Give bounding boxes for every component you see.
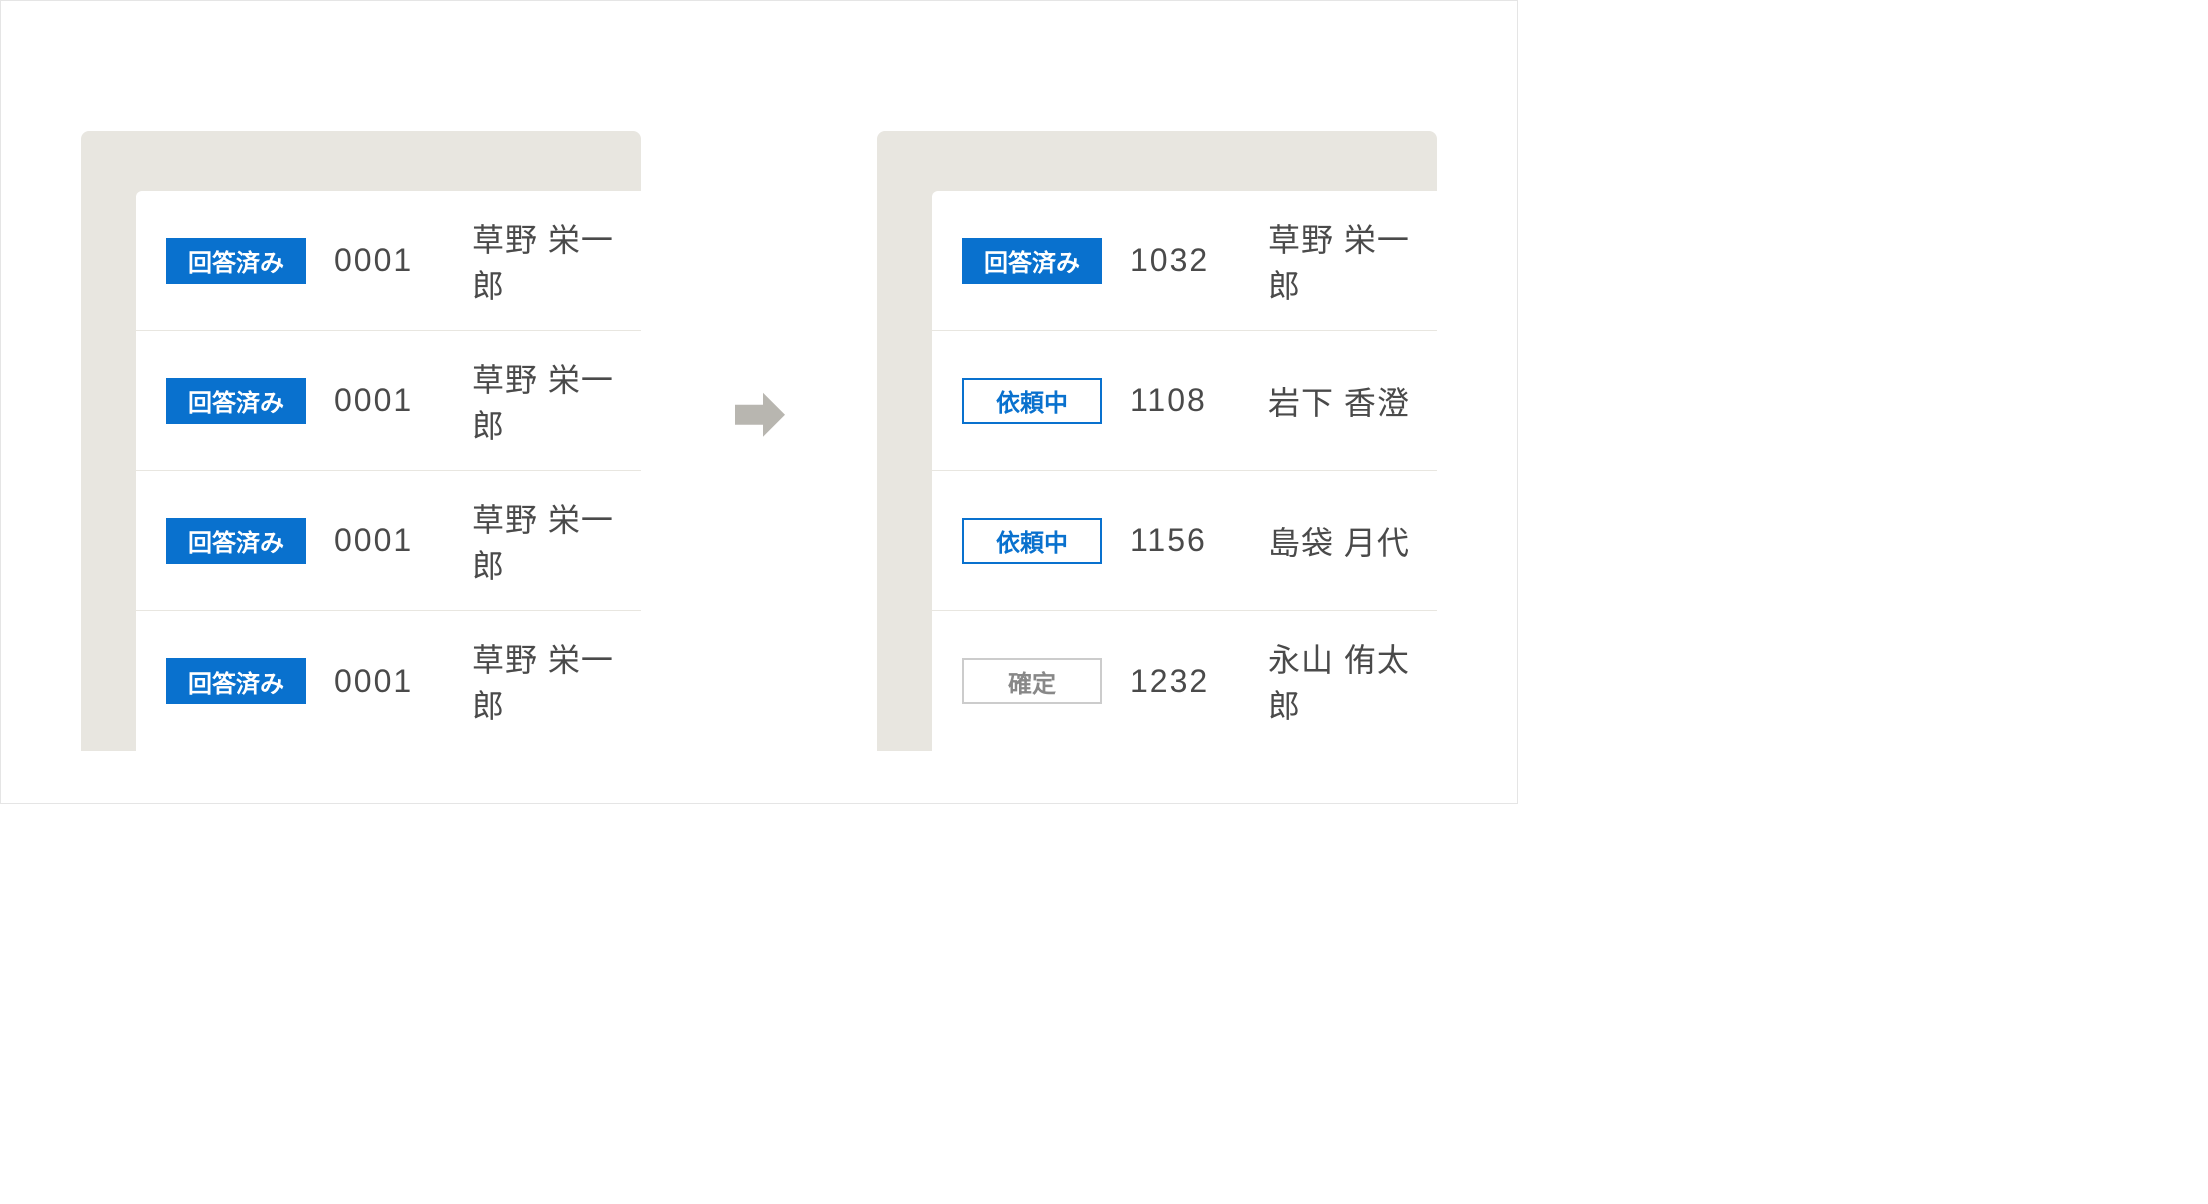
comparison-frame: 回答済み 0001 草野 栄一郎 回答済み 0001 草野 栄一郎 回答済み 0… bbox=[0, 0, 1518, 804]
list-item[interactable]: 回答済み 0001 草野 栄一郎 bbox=[136, 471, 641, 611]
row-id: 0001 bbox=[334, 663, 444, 700]
arrow-icon bbox=[727, 383, 791, 447]
status-badge: 依頼中 bbox=[962, 518, 1102, 564]
list-item[interactable]: 回答済み 0001 草野 栄一郎 bbox=[136, 191, 641, 331]
status-badge: 回答済み bbox=[166, 378, 306, 424]
status-badge: 確定 bbox=[962, 658, 1102, 704]
status-badge: 回答済み bbox=[166, 238, 306, 284]
list-item[interactable]: 確定 1232 永山 侑太郎 bbox=[932, 611, 1437, 751]
row-id: 0001 bbox=[334, 382, 444, 419]
row-name: 島袋 月代 bbox=[1268, 518, 1410, 564]
status-badge: 回答済み bbox=[166, 518, 306, 564]
row-name: 永山 侑太郎 bbox=[1268, 635, 1437, 727]
row-id: 1156 bbox=[1130, 522, 1240, 559]
row-id: 1108 bbox=[1130, 382, 1240, 419]
list-item[interactable]: 回答済み 0001 草野 栄一郎 bbox=[136, 331, 641, 471]
row-id: 1232 bbox=[1130, 663, 1240, 700]
list-item[interactable]: 回答済み 1032 草野 栄一郎 bbox=[932, 191, 1437, 331]
row-id: 0001 bbox=[334, 242, 444, 279]
list-item[interactable]: 回答済み 0001 草野 栄一郎 bbox=[136, 611, 641, 751]
status-badge: 回答済み bbox=[962, 238, 1102, 284]
row-name: 草野 栄一郎 bbox=[1268, 215, 1437, 307]
list-item[interactable]: 依頼中 1156 島袋 月代 bbox=[932, 471, 1437, 611]
row-name: 草野 栄一郎 bbox=[472, 495, 641, 587]
row-id: 0001 bbox=[334, 522, 444, 559]
status-badge: 回答済み bbox=[166, 658, 306, 704]
after-list: 回答済み 1032 草野 栄一郎 依頼中 1108 岩下 香澄 依頼中 1156… bbox=[932, 191, 1437, 751]
status-badge: 依頼中 bbox=[962, 378, 1102, 424]
row-name: 草野 栄一郎 bbox=[472, 635, 641, 727]
before-list: 回答済み 0001 草野 栄一郎 回答済み 0001 草野 栄一郎 回答済み 0… bbox=[136, 191, 641, 751]
row-name: 岩下 香澄 bbox=[1268, 378, 1410, 424]
row-id: 1032 bbox=[1130, 242, 1240, 279]
row-name: 草野 栄一郎 bbox=[472, 215, 641, 307]
list-item[interactable]: 依頼中 1108 岩下 香澄 bbox=[932, 331, 1437, 471]
after-panel: 回答済み 1032 草野 栄一郎 依頼中 1108 岩下 香澄 依頼中 1156… bbox=[877, 131, 1437, 751]
before-panel: 回答済み 0001 草野 栄一郎 回答済み 0001 草野 栄一郎 回答済み 0… bbox=[81, 131, 641, 751]
row-name: 草野 栄一郎 bbox=[472, 355, 641, 447]
